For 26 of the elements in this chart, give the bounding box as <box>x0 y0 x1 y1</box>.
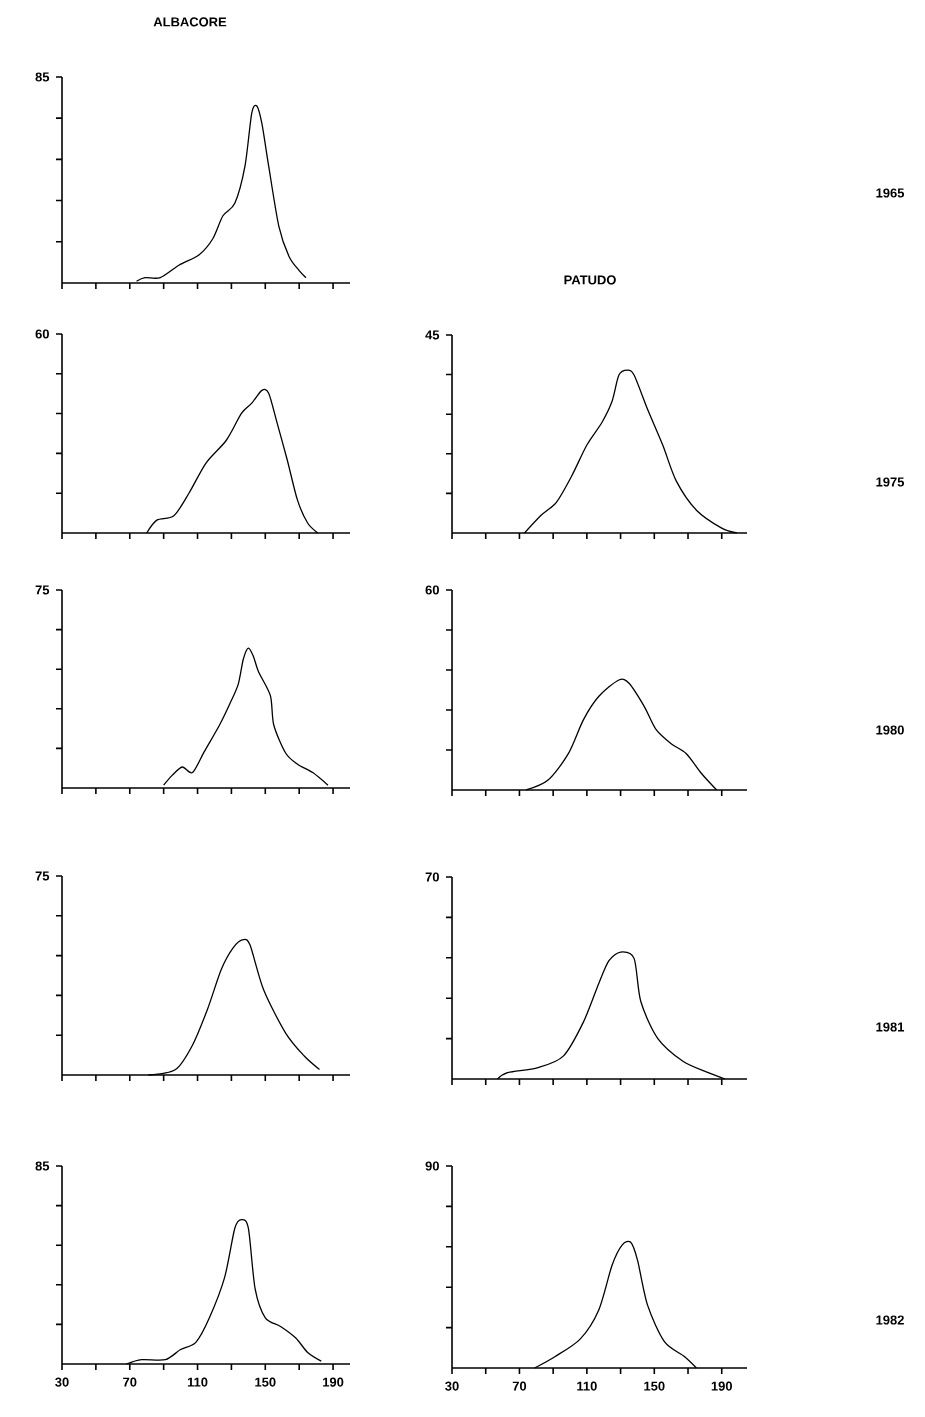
x-tick-label: 70 <box>123 1377 137 1387</box>
x-tick-label: 150 <box>255 1377 276 1387</box>
text: 60 <box>35 329 49 339</box>
text: 75 <box>35 585 50 595</box>
x-tick-label: 70 <box>512 1381 527 1391</box>
text: 60 <box>425 585 439 595</box>
x-tick-label: 110 <box>187 1377 208 1387</box>
text: 70 <box>425 872 439 882</box>
x-tick-label: 150 <box>644 1381 665 1391</box>
text: 1965 <box>876 188 905 198</box>
x-tick-label: 190 <box>323 1377 344 1387</box>
chart-title: PATUDO <box>564 275 616 285</box>
text: 1975 <box>876 477 905 487</box>
text: 85 <box>35 1161 50 1171</box>
text: 1982 <box>876 1315 904 1325</box>
x-tick-label: 30 <box>55 1377 69 1387</box>
chart-title: ALBACORE <box>153 17 227 27</box>
text: 1981 <box>876 1022 905 1032</box>
x-tick-label: 110 <box>577 1381 597 1391</box>
x-tick-label: 30 <box>445 1381 459 1391</box>
text: 90 <box>425 1161 439 1171</box>
x-tick-label: 190 <box>711 1381 732 1391</box>
text: 1980 <box>876 725 904 735</box>
text: 45 <box>425 330 440 340</box>
text: 85 <box>35 72 50 82</box>
text: 75 <box>35 871 50 881</box>
